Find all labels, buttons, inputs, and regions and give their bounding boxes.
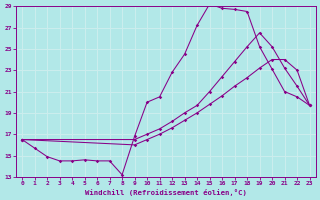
X-axis label: Windchill (Refroidissement éolien,°C): Windchill (Refroidissement éolien,°C): [85, 189, 247, 196]
